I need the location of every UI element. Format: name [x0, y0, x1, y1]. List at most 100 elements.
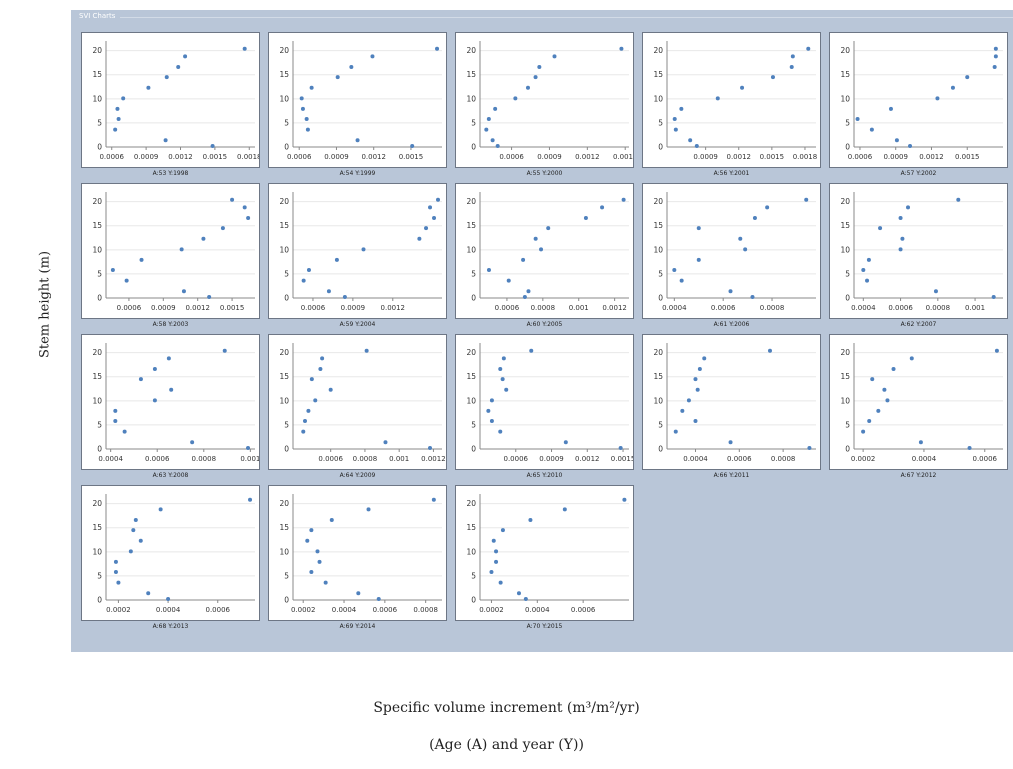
data-point	[539, 247, 544, 252]
chart-caption: A:58 Y:2003	[152, 321, 189, 328]
data-point	[432, 216, 437, 221]
chart-caption: A:61 Y:2006	[713, 321, 750, 328]
chart-plot: 0 5 10 15 20 0.0004 0.0006 0.0008 0.001	[92, 343, 259, 463]
x-tick-label: 0.0006	[145, 455, 170, 463]
y-tick-label: 10	[92, 547, 102, 556]
y-tick-label: 15	[653, 70, 663, 79]
y-tick-label: 0	[471, 143, 476, 152]
data-point	[513, 96, 518, 101]
data-point	[335, 75, 340, 80]
data-point	[869, 127, 874, 132]
data-point	[190, 440, 195, 445]
data-point	[122, 429, 127, 434]
x-tick-label: 0.0004	[525, 606, 550, 614]
data-point	[882, 387, 887, 392]
y-tick-label: 5	[845, 420, 850, 429]
x-tick-label: 0.0004	[98, 455, 123, 463]
chart-plot: 0 5 10 15 20 0.0002 0.0004 0.0006	[840, 343, 1003, 463]
x-tick-label: 0.0015	[613, 153, 633, 161]
x-tick-label: 0.0015	[955, 153, 980, 161]
x-tick-label: 0.0009	[539, 455, 564, 463]
data-point	[495, 144, 500, 149]
y-tick-label: 10	[466, 547, 476, 556]
y-tick-label: 10	[279, 245, 289, 254]
data-point	[767, 348, 772, 353]
scatter-chart: 0 5 10 15 20 0.0006 0.0009 0.0012 0.0015	[455, 334, 634, 470]
scatter-chart: 0 5 10 15 20 0.0006 0.0009 0.0012 0.0015 0.0018	[81, 32, 260, 168]
y-tick-label: 10	[653, 245, 663, 254]
data-point	[299, 96, 304, 101]
data-point	[804, 197, 809, 202]
x-tick-label: 0.0008	[760, 304, 785, 312]
data-point	[248, 497, 253, 502]
y-tick-label: 5	[284, 571, 289, 580]
data-point	[146, 85, 151, 90]
y-tick-label: 5	[97, 420, 102, 429]
data-point	[740, 85, 745, 90]
data-point	[364, 348, 369, 353]
y-tick-label: 10	[279, 396, 289, 405]
data-point	[537, 65, 542, 70]
x-tick-label: 0.0006	[711, 304, 736, 312]
data-point	[673, 127, 678, 132]
y-tick-label: 15	[466, 221, 476, 230]
data-point	[300, 106, 305, 111]
data-point	[702, 356, 707, 361]
data-point	[494, 549, 499, 554]
data-point	[525, 85, 530, 90]
data-point	[428, 446, 433, 451]
y-tick-label: 0	[845, 143, 850, 152]
y-tick-label: 15	[653, 372, 663, 381]
y-tick-label: 0	[845, 445, 850, 454]
x-tick-label: 0.001	[389, 455, 409, 463]
data-point	[326, 289, 331, 294]
data-point	[484, 127, 489, 132]
data-point	[770, 75, 775, 80]
data-point	[504, 387, 509, 392]
y-tick-label: 15	[92, 70, 102, 79]
x-tick-label: 0.0006	[499, 153, 524, 161]
data-point	[583, 216, 588, 221]
x-tick-label: 0.0012	[421, 455, 446, 463]
y-tick-label: 5	[284, 269, 289, 278]
data-point	[891, 367, 896, 372]
x-tick-label: 0.0012	[919, 153, 944, 161]
x-tick-label: 0.0012	[575, 455, 600, 463]
chart-plot: 0 5 10 15 20 0.0002 0.0004 0.0006 0.0008	[279, 494, 442, 614]
x-tick-label: 0.0006	[301, 304, 326, 312]
data-point	[622, 497, 627, 502]
x-tick-label: 0.0004	[683, 455, 708, 463]
x-tick-label: 0.0002	[291, 606, 316, 614]
chart-caption: A:54 Y:1999	[339, 170, 376, 177]
data-point	[790, 54, 795, 59]
data-point	[152, 367, 157, 372]
data-point	[888, 106, 893, 111]
y-tick-label: 5	[845, 269, 850, 278]
y-tick-label: 15	[466, 372, 476, 381]
y-tick-label: 20	[840, 197, 850, 206]
data-point	[318, 367, 323, 372]
data-point	[688, 138, 693, 143]
x-tick-label: 0.0012	[168, 153, 193, 161]
y-tick-label: 5	[471, 118, 476, 127]
x-tick-label: 0.0006	[318, 455, 343, 463]
y-tick-label: 15	[840, 70, 850, 79]
y-tick-label: 20	[466, 499, 476, 508]
x-tick-label: 0.0009	[134, 153, 159, 161]
data-point	[993, 46, 998, 51]
x-tick-label: 0.0018	[793, 153, 818, 161]
scatter-chart: 0 5 10 15 20 0.0004 0.0006 0.0008 0.001	[81, 334, 260, 470]
x-tick-label: 0.0015	[399, 153, 424, 161]
y-tick-label: 15	[279, 70, 289, 79]
y-tick-label: 0	[658, 294, 663, 303]
y-tick-label: 20	[466, 46, 476, 55]
data-point	[113, 419, 118, 424]
data-point	[113, 127, 118, 132]
x-tick-label: 0.0015	[760, 153, 785, 161]
data-point	[529, 348, 534, 353]
scatter-chart: 0 5 10 15 20 0.0002 0.0004 0.0006	[829, 334, 1008, 470]
data-point	[562, 507, 567, 512]
data-point	[696, 257, 701, 262]
data-point	[302, 419, 307, 424]
x-tick-label: 0.0012	[361, 153, 386, 161]
